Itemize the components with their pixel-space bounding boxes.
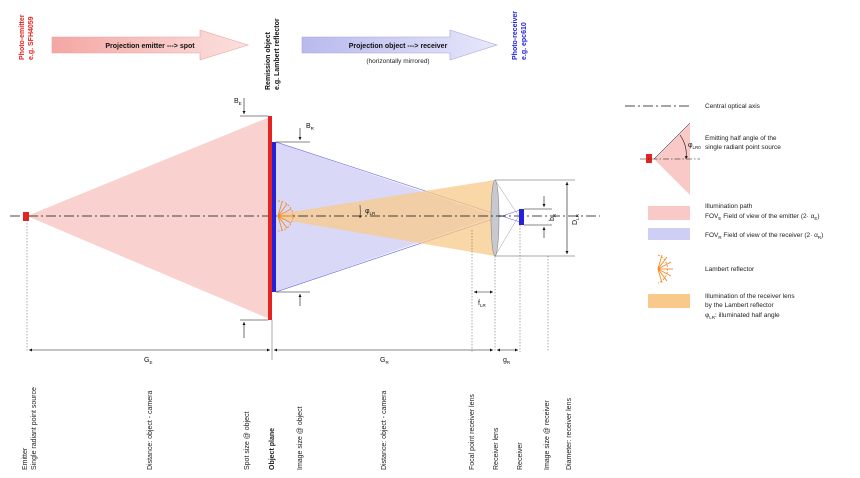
photo-receiver-example: e.g. epc610 bbox=[521, 22, 528, 60]
photo-emitter-example: e.g. SFH4059 bbox=[28, 16, 35, 60]
legend-recv-line1: Illumination of the receiver lens bbox=[705, 293, 795, 300]
label-receiver-lens: Receiver lens bbox=[493, 427, 500, 470]
legend-half-angle-symbol: φLR0 bbox=[688, 142, 701, 150]
legend-recv-line2: by the Lambert reflector bbox=[705, 302, 774, 309]
dimension-be bbox=[240, 98, 268, 338]
emitter-illumination-cone bbox=[27, 116, 272, 320]
photo-emitter-title: Photo-emitter bbox=[19, 14, 26, 60]
object-plane-bar bbox=[268, 116, 272, 320]
br-small-label: bR bbox=[549, 213, 557, 221]
label-diameter-lens: Diameter: receiver lens bbox=[566, 398, 573, 470]
legend-half-angle-line2: single radiant point source bbox=[705, 144, 781, 151]
remission-title: Remission object bbox=[265, 31, 272, 90]
remission-example: e.g. Lambert reflector bbox=[274, 18, 281, 90]
ge-label: GE bbox=[144, 357, 152, 365]
arrow-emitter-to-spot bbox=[51, 29, 250, 61]
legend-half-angle-arc bbox=[679, 134, 688, 160]
dimension-br bbox=[276, 128, 310, 306]
arrow-object-to-receiver bbox=[301, 29, 498, 61]
label-image-size-receiver: Image size @ receiver bbox=[544, 400, 551, 470]
optical-diagram: φLR BE BR bbox=[10, 98, 600, 365]
legend-fov-swatch bbox=[648, 228, 690, 240]
receiver-sensor bbox=[519, 209, 524, 225]
legend-illum-line1: Illumination path bbox=[705, 203, 753, 210]
gr-small-label: gR bbox=[503, 357, 511, 365]
label-distance-left: Distance: object - camera bbox=[147, 391, 154, 470]
label-focal-point: Focal point receiver lens bbox=[469, 394, 476, 470]
legend-recv-line3: φLR: illuminated half angle bbox=[705, 312, 780, 320]
label-distance-right: Distance: object - camera bbox=[381, 391, 388, 470]
legend-emitter-swatch bbox=[646, 154, 652, 163]
photo-receiver-title: Photo-receiver bbox=[512, 11, 519, 60]
label-spot-size: Spot size @ object bbox=[244, 411, 251, 470]
label-emitter: Emitter bbox=[22, 447, 29, 470]
br-label: BR bbox=[306, 123, 315, 131]
legend-axis-label: Central optical axis bbox=[705, 103, 761, 110]
legend-recv-swatch bbox=[648, 294, 690, 308]
lens-ray-bottom bbox=[494, 213, 521, 257]
legend-illum-line2: FOVE Field of view of the emitter (2· αE… bbox=[705, 213, 820, 221]
arrow-object-to-receiver-label: Projection object ---> receiver bbox=[349, 43, 448, 50]
lambert-reflector bbox=[277, 200, 294, 232]
label-object-plane: Object plane bbox=[269, 428, 276, 470]
legend-half-angle-line1: Emitting half angle of the bbox=[705, 135, 777, 142]
dimension-br-small bbox=[524, 196, 552, 238]
emitter-source bbox=[23, 212, 29, 221]
bottom-labels: Emitter Single radiant point source Dist… bbox=[22, 387, 573, 470]
be-label: BE bbox=[234, 98, 242, 106]
label-image-size-object: Image size @ object bbox=[297, 406, 304, 470]
legend-lambert-icon bbox=[657, 254, 673, 284]
gr-label: GR bbox=[380, 357, 389, 365]
legend: Central optical axis φLR0 Emitting half … bbox=[625, 103, 823, 320]
arrow-emitter-to-spot-label: Projection emitter ---> spot bbox=[105, 43, 195, 50]
receiver-lens bbox=[490, 179, 500, 257]
dlr-label: DLR bbox=[572, 213, 580, 225]
flr-label: fLR bbox=[478, 300, 486, 308]
phi-lr-label: φLR bbox=[365, 208, 376, 216]
image-at-object-bar bbox=[272, 142, 276, 292]
legend-lambert-label: Lambert reflector bbox=[705, 266, 755, 273]
lens-ray-top bbox=[494, 179, 521, 219]
label-receiver: Receiver bbox=[517, 442, 524, 470]
header: Photo-emitter e.g. SFH4059 Projection em… bbox=[19, 11, 528, 90]
label-emitter-sub: Single radiant point source bbox=[31, 387, 38, 470]
legend-fov-label: FOVR Field of view of the receiver (2· α… bbox=[705, 232, 823, 240]
receiver-lens-illumination bbox=[278, 180, 495, 256]
arrow-object-to-receiver-note: (horizontally mirrored) bbox=[366, 58, 429, 65]
legend-illum-swatch bbox=[648, 206, 690, 220]
